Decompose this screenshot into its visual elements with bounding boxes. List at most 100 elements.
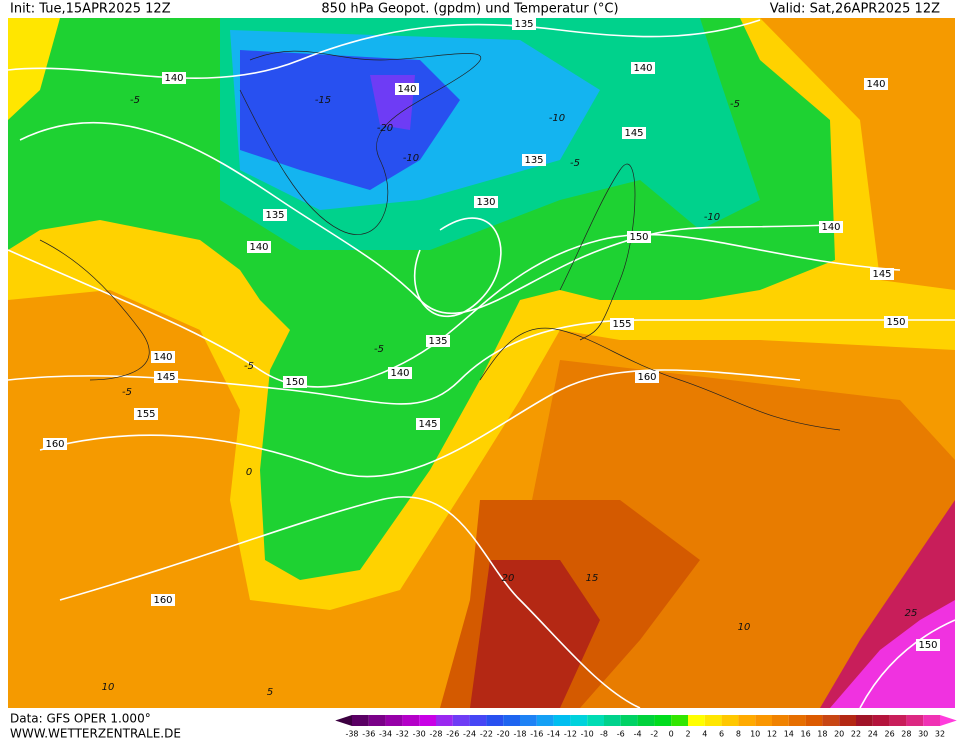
label-box: [622, 127, 646, 139]
legend-label: -16: [530, 730, 543, 739]
label-box: [870, 268, 894, 280]
temperature-label: -20: [377, 123, 393, 134]
geopotential-label: 150: [285, 377, 304, 388]
legend-swatch: [755, 715, 772, 726]
legend-swatch: [436, 715, 453, 726]
legend-label: -22: [480, 730, 493, 739]
legend-swatch: [738, 715, 756, 726]
geopotential-label: 145: [624, 128, 643, 139]
geopotential-label: 160: [153, 595, 172, 606]
temperature-label: 10: [102, 682, 115, 693]
label-box: [819, 221, 843, 233]
legend-label: 4: [702, 730, 707, 739]
geopotential-label: 140: [390, 368, 409, 379]
label-box: [416, 418, 440, 430]
data-source: Data: GFS OPER 1.000°: [10, 712, 151, 726]
label-box: [522, 154, 546, 166]
geopotential-label: 150: [918, 640, 937, 651]
geopotential-label: 140: [397, 84, 416, 95]
coastlines: [39, 50, 841, 431]
legend-swatch: [906, 715, 924, 726]
legend-label: -8: [600, 730, 608, 739]
legend-label: 18: [817, 730, 827, 739]
label-box: [43, 438, 67, 450]
legend-label: 0: [669, 730, 674, 739]
legend-swatch: [402, 715, 420, 726]
legend-swatch: [553, 715, 571, 726]
temperature-label: 25: [905, 608, 918, 619]
legend-label: -6: [617, 730, 625, 739]
legend-label: -34: [379, 730, 392, 739]
temperature-label: 0: [246, 467, 252, 478]
legend-label: 24: [868, 730, 878, 739]
label-box: [627, 231, 651, 243]
geopotential-label: 150: [886, 317, 905, 328]
label-box: [864, 78, 888, 90]
legend-label: -30: [413, 730, 426, 739]
geopotential-label: 145: [156, 372, 175, 383]
legend-swatch: [805, 715, 823, 726]
geopotential-label: 135: [265, 210, 284, 221]
temperature-label: -5: [130, 95, 140, 106]
temperature-label: -5: [730, 99, 740, 110]
legend-swatch: [385, 715, 403, 726]
legend-swatch: [688, 715, 705, 726]
legend-label: 20: [834, 730, 844, 739]
legend-swatch: [788, 715, 806, 726]
legend-label: -12: [564, 730, 577, 739]
legend-swatch: [469, 715, 487, 726]
label-box: [388, 367, 412, 379]
legend-swatch: [352, 715, 369, 726]
temperature-label: -5: [374, 344, 384, 355]
legend-label: -24: [463, 730, 476, 739]
geopotential-contours: [8, 19, 955, 708]
temperature-label: -10: [549, 113, 565, 124]
geopotential-label: 135: [524, 155, 543, 166]
hot-core: [470, 560, 600, 708]
temperature-label: -5: [570, 158, 580, 169]
legend-swatch: [637, 715, 655, 726]
legend-label: -4: [634, 730, 642, 739]
legend-swatch: [620, 715, 638, 726]
legend-label: -2: [650, 730, 658, 739]
label-box: [395, 83, 419, 95]
label-box: [512, 18, 536, 30]
legend-swatch: [839, 715, 856, 726]
geopotential-label: 155: [612, 319, 631, 330]
legend-arrow: [335, 715, 352, 726]
legend-label: -32: [396, 730, 409, 739]
label-box: [610, 318, 634, 330]
legend-swatch: [704, 715, 722, 726]
legend-label: -28: [429, 730, 442, 739]
legend-label: 6: [719, 730, 724, 739]
geopotential-label: 130: [476, 197, 495, 208]
legend-swatch: [923, 715, 940, 726]
website: WWW.WETTERZENTRALE.DE: [10, 727, 181, 741]
legend-swatch: [654, 715, 672, 726]
legend-swatch: [721, 715, 739, 726]
legend-label: -26: [446, 730, 459, 739]
geopotential-label: 145: [872, 269, 891, 280]
temperature-label: 10: [738, 622, 751, 633]
legend-swatch: [520, 715, 537, 726]
legend-swatch: [872, 715, 890, 726]
temperature-label: -5: [122, 387, 132, 398]
init-time: Init: Tue,15APR2025 12Z: [10, 2, 171, 17]
legend-label: -14: [547, 730, 560, 739]
legend-label: -36: [362, 730, 375, 739]
temperature-label: -10: [704, 212, 720, 223]
label-box: [154, 371, 178, 383]
title: 850 hPa Geopot. (gpdm) und Temperatur (°…: [321, 2, 618, 17]
legend-label: 2: [685, 730, 690, 739]
label-box: [283, 376, 307, 388]
legend-swatch: [587, 715, 604, 726]
geopotential-label: 140: [866, 79, 885, 90]
geopotential-label: 140: [164, 73, 183, 84]
label-box: [151, 594, 175, 606]
legend-label: 30: [918, 730, 928, 739]
label-box: [134, 408, 158, 420]
legend-swatch: [419, 715, 436, 726]
legend-label: 8: [736, 730, 741, 739]
